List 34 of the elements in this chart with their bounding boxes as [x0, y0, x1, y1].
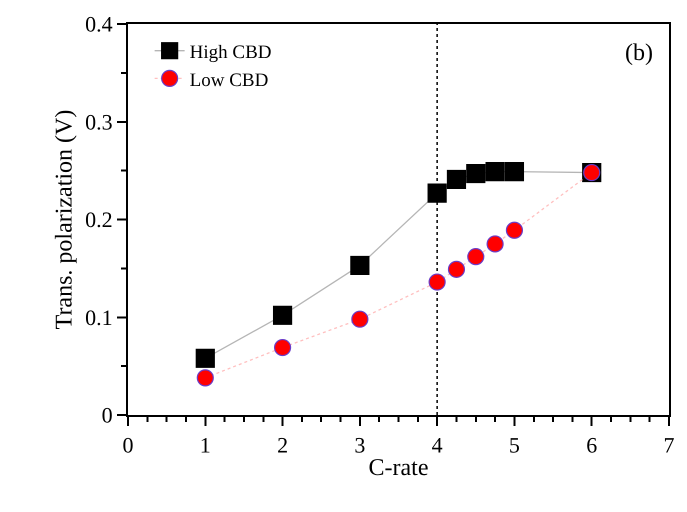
point — [446, 170, 466, 190]
x-tick-label: 2 — [277, 432, 288, 458]
point — [428, 273, 446, 291]
y-tick-label: 0.2 — [85, 207, 113, 232]
x-axis-title: C-rate — [368, 455, 428, 482]
x-tick-label: 5 — [508, 432, 520, 458]
y-tick-label: 0.3 — [85, 109, 113, 134]
y-tick-label: 0.4 — [85, 12, 113, 37]
y-axis-title: Trans. polarization (V) — [52, 110, 78, 330]
point — [506, 222, 524, 239]
point — [196, 369, 214, 386]
annotation: (b) — [625, 40, 653, 66]
point — [350, 256, 370, 276]
x-tick-label: 0 — [122, 432, 134, 458]
x-tick-label: 6 — [586, 432, 598, 458]
y-tick-label: 0 — [102, 402, 113, 428]
point — [486, 235, 504, 253]
point — [428, 184, 447, 203]
y-tick-label: 0.1 — [85, 304, 113, 330]
point — [351, 310, 368, 328]
point — [466, 164, 486, 184]
x-tick-label: 4 — [432, 432, 443, 458]
point — [504, 162, 524, 182]
legend-label: High CBD — [190, 42, 272, 64]
x-tick-label: 7 — [664, 432, 674, 458]
legend-label: Low CBD — [190, 70, 268, 91]
point — [448, 260, 466, 278]
point — [196, 348, 215, 368]
point — [467, 248, 484, 266]
x-tick-label: 3 — [354, 432, 366, 458]
point — [272, 306, 292, 325]
point — [274, 338, 292, 356]
point — [486, 162, 505, 182]
x-tick-label: 1 — [200, 432, 211, 458]
